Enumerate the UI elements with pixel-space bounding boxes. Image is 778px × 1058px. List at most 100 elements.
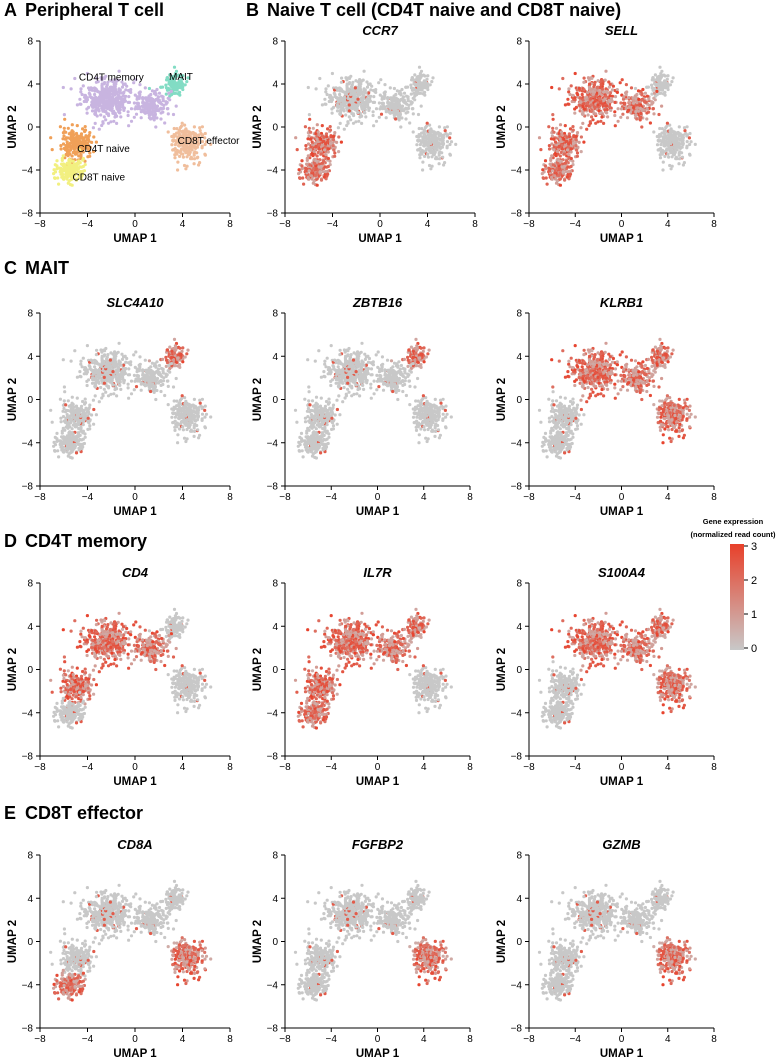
scatter-point bbox=[102, 387, 106, 391]
scatter-point bbox=[602, 121, 606, 125]
scatter-point bbox=[677, 162, 681, 166]
scatter-point bbox=[173, 428, 177, 432]
x-tick-label: −8 bbox=[279, 219, 291, 230]
scatter-point bbox=[323, 102, 327, 106]
scatter-point bbox=[106, 384, 110, 388]
section-a-header: A Peripheral T cell bbox=[4, 0, 164, 20]
scatter-point bbox=[79, 132, 84, 136]
scatter-point bbox=[197, 163, 201, 167]
scatter-point bbox=[576, 93, 580, 97]
scatter-point bbox=[94, 383, 98, 387]
scatter-point bbox=[80, 365, 84, 369]
scatter-point bbox=[408, 121, 412, 125]
scatter-point bbox=[117, 383, 121, 387]
scatter-point bbox=[115, 121, 119, 125]
scatter-point bbox=[590, 115, 594, 119]
scatter-point bbox=[72, 133, 76, 137]
scatter-point bbox=[100, 123, 104, 128]
scatter-point bbox=[568, 92, 572, 97]
scatter-point bbox=[109, 351, 113, 355]
scatter-point bbox=[431, 152, 435, 156]
scatter-point bbox=[200, 140, 205, 144]
scatter-point bbox=[180, 77, 184, 81]
scatter-point bbox=[95, 76, 99, 80]
scatter-point bbox=[84, 141, 88, 145]
scatter-point bbox=[66, 399, 70, 403]
scatter-point bbox=[174, 345, 178, 349]
scatter-point bbox=[323, 148, 327, 152]
scatter-point bbox=[365, 85, 370, 89]
scatter-point bbox=[354, 79, 358, 83]
scatter-point bbox=[569, 84, 573, 88]
scatter-point bbox=[66, 181, 70, 185]
scatter-point bbox=[190, 410, 194, 414]
scatter-point bbox=[314, 144, 318, 148]
scatter-point bbox=[390, 106, 394, 110]
scatter-point bbox=[118, 362, 122, 366]
scatter-point bbox=[310, 140, 314, 144]
scatter-point bbox=[62, 177, 66, 181]
scatter-point bbox=[300, 159, 304, 163]
scatter-point bbox=[175, 131, 179, 135]
scatter-point bbox=[634, 110, 638, 114]
scatter-point bbox=[166, 112, 170, 116]
scatter-point bbox=[67, 149, 71, 153]
scatter-point bbox=[102, 115, 106, 119]
scatter-point bbox=[309, 130, 313, 134]
scatter-point bbox=[203, 425, 207, 429]
scatter-point bbox=[103, 76, 107, 80]
scatter-point bbox=[172, 408, 176, 412]
scatter-point bbox=[330, 71, 334, 76]
scatter-point bbox=[192, 434, 196, 438]
scatter-point bbox=[90, 413, 94, 417]
scatter-point bbox=[620, 78, 624, 82]
scatter-point bbox=[604, 89, 609, 93]
scatter-point bbox=[661, 84, 666, 88]
scatter-point bbox=[647, 97, 651, 101]
scatter-point bbox=[132, 353, 136, 357]
scatter-point bbox=[343, 101, 347, 106]
scatter-point bbox=[677, 125, 681, 129]
scatter-point bbox=[356, 97, 360, 101]
scatter-point bbox=[114, 99, 118, 103]
scatter-point bbox=[200, 406, 204, 411]
scatter-point bbox=[659, 73, 663, 77]
scatter-point bbox=[129, 88, 133, 92]
scatter-point bbox=[353, 86, 357, 90]
scatter-point bbox=[115, 90, 119, 94]
scatter-point bbox=[161, 85, 165, 89]
scatter-point bbox=[616, 119, 620, 123]
scatter-point bbox=[129, 363, 133, 367]
scatter-point bbox=[83, 401, 88, 405]
scatter-point bbox=[113, 387, 117, 392]
scatter-point bbox=[582, 107, 586, 111]
scatter-point bbox=[88, 154, 92, 158]
scatter-point bbox=[85, 107, 89, 111]
scatter-point bbox=[340, 88, 344, 92]
y-axis-label: UMAP 2 bbox=[252, 105, 264, 148]
scatter-point bbox=[557, 144, 562, 148]
scatter-point bbox=[88, 403, 92, 407]
scatter-point bbox=[203, 131, 207, 136]
scatter-point bbox=[371, 113, 375, 118]
scatter-point bbox=[59, 166, 63, 170]
scatter-point bbox=[185, 155, 189, 159]
scatter-point bbox=[70, 123, 74, 127]
x-tick-label: −4 bbox=[327, 219, 339, 230]
scatter-point bbox=[550, 177, 554, 181]
scatter-point bbox=[381, 101, 385, 105]
scatter-point bbox=[133, 107, 137, 111]
scatter-point bbox=[171, 412, 175, 416]
scatter-point bbox=[687, 136, 692, 140]
scatter-point bbox=[63, 137, 68, 141]
scatter-point bbox=[658, 76, 663, 80]
scatter-point bbox=[105, 377, 109, 381]
section-d-letter: D bbox=[4, 531, 17, 551]
scatter-point bbox=[361, 78, 365, 82]
scatter-point bbox=[454, 142, 458, 146]
scatter-point bbox=[81, 164, 85, 169]
scatter-point bbox=[164, 358, 169, 362]
scatter-point bbox=[200, 125, 204, 129]
scatter-point bbox=[302, 182, 306, 186]
